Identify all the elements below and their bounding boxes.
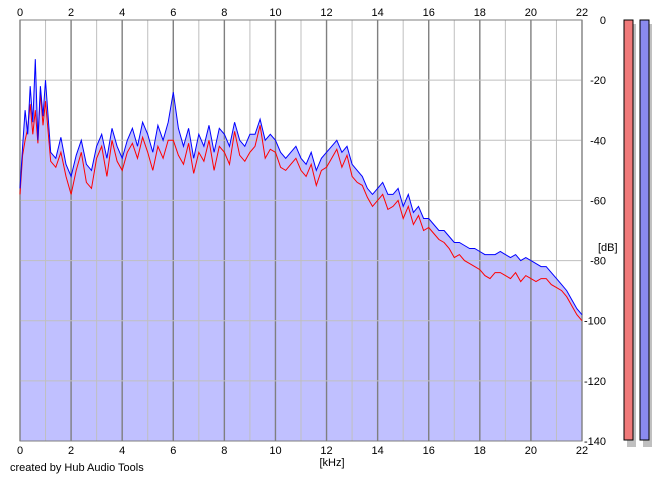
y-tick-label: 0 bbox=[600, 15, 606, 27]
x-tick-label-bottom: 0 bbox=[17, 445, 23, 457]
x-tick-label-bottom: 14 bbox=[372, 445, 384, 457]
x-tick-label-bottom: 2 bbox=[68, 445, 74, 457]
y-tick-label: -20 bbox=[590, 75, 606, 87]
level-meter-right bbox=[639, 19, 650, 441]
y-tick-label: -40 bbox=[590, 135, 606, 147]
x-tick-label-top: 4 bbox=[119, 7, 125, 19]
tick-label-layer: 002244668810101212141416161818202022220-… bbox=[17, 7, 606, 457]
x-tick-label-top: 10 bbox=[269, 7, 281, 19]
series-line-right-channel bbox=[19, 59, 583, 316]
x-tick-label-bottom: 8 bbox=[221, 445, 227, 457]
x-tick-label-top: 18 bbox=[474, 7, 486, 19]
x-tick-label-top: 6 bbox=[170, 7, 176, 19]
x-tick-label-top: 12 bbox=[320, 7, 332, 19]
y-tick-label: -140 bbox=[584, 436, 606, 448]
series-layer bbox=[19, 59, 583, 322]
x-tick-label-top: 22 bbox=[576, 7, 588, 19]
x-tick-label-bottom: 6 bbox=[170, 445, 176, 457]
x-tick-label-top: 16 bbox=[423, 7, 435, 19]
grid-layer bbox=[19, 19, 583, 442]
x-tick-label-bottom: 22 bbox=[576, 445, 588, 457]
level-meters bbox=[623, 19, 652, 447]
x-tick-label-top: 8 bbox=[221, 7, 227, 19]
x-tick-label-bottom: 10 bbox=[269, 445, 281, 457]
series-line-left-channel bbox=[19, 92, 583, 322]
x-tick-label-bottom: 12 bbox=[320, 445, 332, 457]
x-tick-label-bottom: 16 bbox=[423, 445, 435, 457]
x-tick-label-top: 14 bbox=[372, 7, 384, 19]
y-tick-label: -80 bbox=[590, 256, 606, 268]
x-tick-label-top: 0 bbox=[17, 7, 23, 19]
y-axis-label: [dB] bbox=[598, 242, 618, 254]
credit-text: created by Hub Audio Tools bbox=[10, 462, 144, 474]
y-tick-label: -120 bbox=[584, 376, 606, 388]
x-tick-label-bottom: 18 bbox=[474, 445, 486, 457]
x-tick-label-top: 2 bbox=[68, 7, 74, 19]
plot-frame bbox=[19, 19, 583, 442]
x-axis-label: [kHz] bbox=[319, 457, 344, 469]
x-tick-label-top: 20 bbox=[525, 7, 537, 19]
x-tick-label-bottom: 20 bbox=[525, 445, 537, 457]
x-tick-label-bottom: 4 bbox=[119, 445, 125, 457]
y-tick-label: -60 bbox=[590, 195, 606, 207]
level-meter-left bbox=[623, 19, 634, 441]
y-tick-label: -100 bbox=[584, 316, 606, 328]
